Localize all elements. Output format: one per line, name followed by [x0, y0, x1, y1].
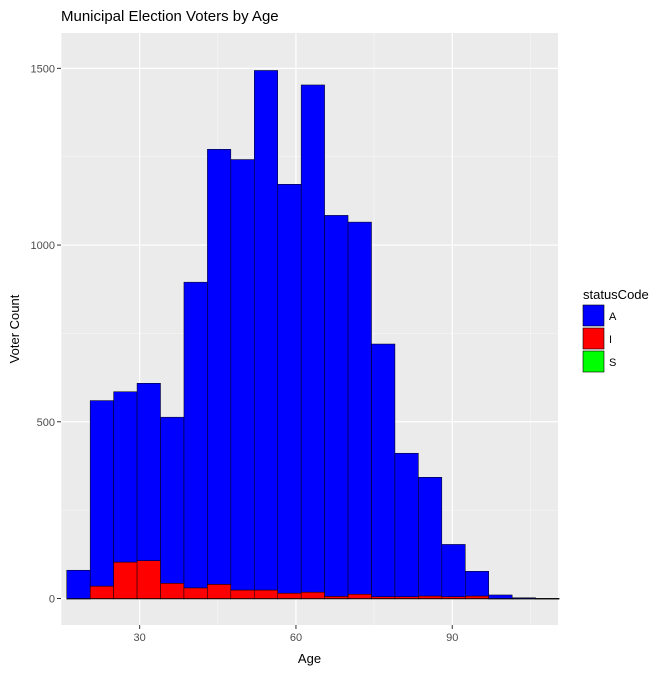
bar-a-10 [300, 84, 325, 593]
legend: statusCode AIS [582, 287, 649, 373]
bar-i-14 [394, 596, 419, 599]
bar-i-2 [113, 561, 138, 599]
legend-label-s: S [609, 357, 616, 369]
legend-title: statusCode [583, 287, 649, 302]
bar-i-3 [136, 560, 161, 599]
x-tick-label: 30 [134, 632, 146, 644]
bar-i-8 [254, 589, 278, 599]
legend-items: AIS [582, 304, 617, 373]
bar-a-9 [277, 184, 302, 594]
bar-a-18 [488, 594, 513, 599]
bar-i-7 [230, 589, 255, 599]
bar-i-13 [371, 596, 396, 599]
bar-i-9 [277, 592, 302, 599]
bar-i-4 [160, 583, 185, 599]
bar-i-12 [347, 594, 372, 599]
bar-a-4 [160, 416, 185, 584]
bar-a-0 [66, 569, 91, 599]
chart-title: Municipal Election Voters by Age [61, 8, 279, 25]
bar-i-16 [441, 596, 466, 599]
legend-label-i: I [609, 334, 612, 346]
bar-i-15 [418, 595, 443, 599]
bar-i-10 [300, 591, 325, 599]
y-tick-label: 500 [37, 417, 55, 429]
bar-a-11 [324, 215, 349, 597]
bar-a-6 [207, 149, 232, 585]
bar-a-14 [394, 452, 419, 597]
bar-a-1 [89, 400, 114, 587]
legend-key-a [582, 304, 605, 327]
bars [66, 70, 560, 600]
bar-a-5 [183, 281, 208, 589]
bar-a-19 [511, 597, 536, 599]
y-tick-label: 1500 [31, 63, 55, 75]
bar-a-17 [465, 571, 489, 597]
bar-a-3 [136, 383, 161, 561]
bar-a-2 [113, 391, 138, 563]
bar-i-11 [324, 596, 349, 599]
bar-a-13 [371, 343, 396, 597]
x-axis-ticks: 30 60 90 [134, 625, 458, 644]
bar-a-8 [254, 70, 278, 591]
bar-a-20 [535, 598, 560, 600]
legend-key-s [582, 350, 605, 373]
y-tick-label: 0 [49, 593, 55, 605]
x-tick-label: 90 [446, 632, 458, 644]
bar-a-12 [347, 221, 372, 595]
y-axis-label: Voter Count [7, 294, 22, 363]
bar-i-1 [89, 585, 114, 599]
y-tick-label: 1000 [31, 240, 55, 252]
x-axis-label: Age [298, 651, 321, 666]
bar-i-6 [207, 584, 232, 599]
legend-key-i [582, 327, 605, 350]
y-axis-ticks: 0 500 1000 1500 [31, 63, 61, 605]
bar-i-5 [183, 587, 208, 599]
x-tick-label: 60 [290, 632, 302, 644]
bar-a-16 [441, 544, 466, 597]
bar-i-17 [465, 595, 489, 599]
bar-a-7 [230, 159, 255, 591]
legend-label-a: A [609, 311, 617, 323]
bar-a-15 [418, 477, 443, 597]
